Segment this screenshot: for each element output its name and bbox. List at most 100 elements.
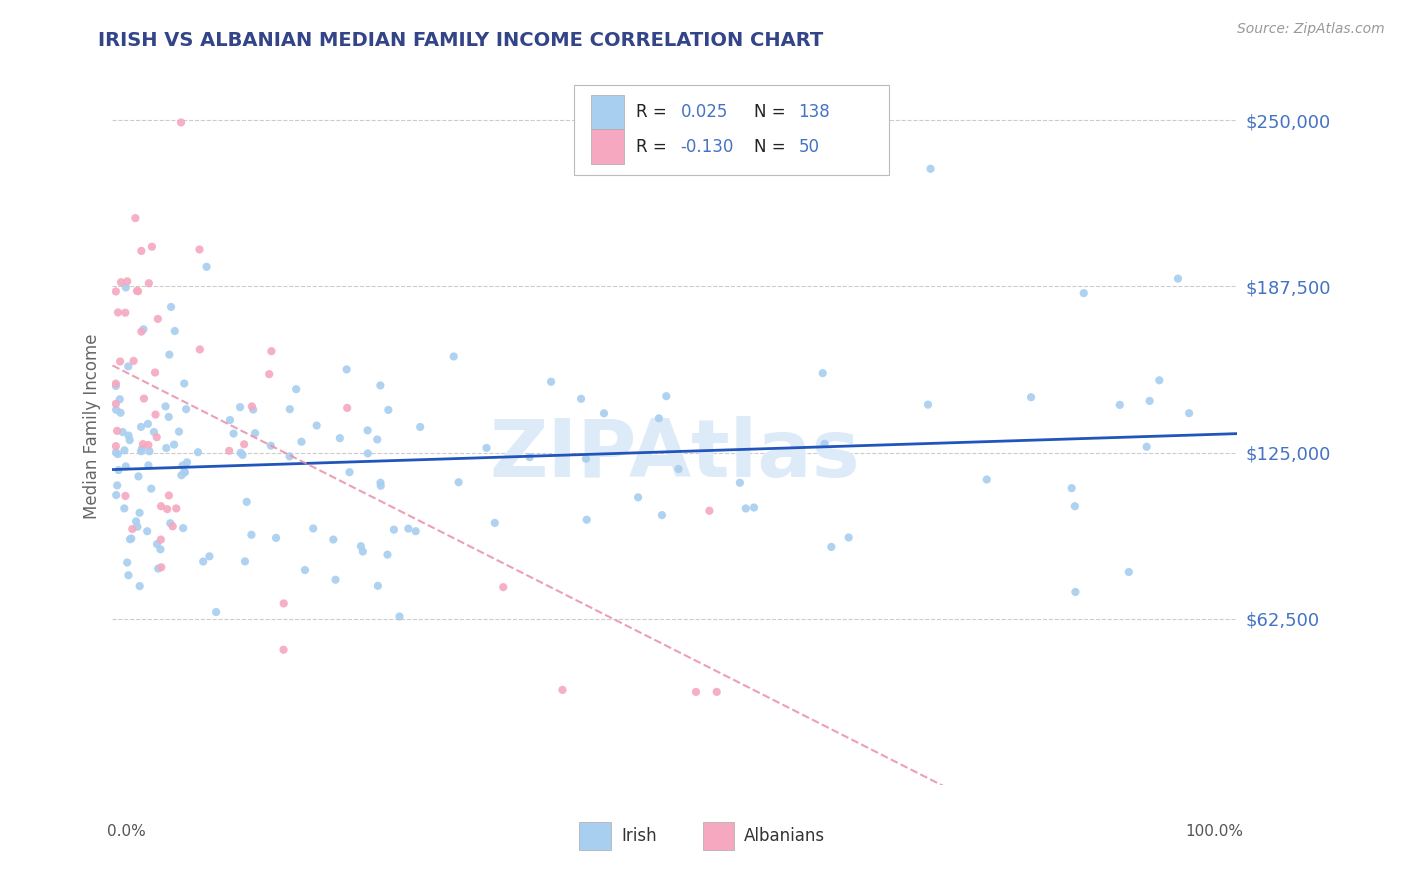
FancyBboxPatch shape xyxy=(574,85,889,175)
Point xyxy=(367,579,389,593)
Point xyxy=(405,524,427,539)
Point xyxy=(118,433,141,447)
Point xyxy=(132,437,155,451)
Point xyxy=(170,115,193,129)
Point xyxy=(575,451,598,466)
Point xyxy=(162,519,184,533)
Point xyxy=(173,376,195,391)
Point xyxy=(685,685,707,699)
Point xyxy=(1108,398,1130,412)
Point xyxy=(104,379,127,393)
Point xyxy=(257,367,280,381)
Point xyxy=(1064,585,1087,599)
Text: ZIPAtlas: ZIPAtlas xyxy=(489,416,860,493)
Point xyxy=(668,462,690,476)
Point xyxy=(131,244,153,258)
Point xyxy=(976,473,998,487)
Point xyxy=(290,434,312,449)
Point xyxy=(138,277,160,291)
Point xyxy=(170,468,193,483)
Point xyxy=(322,533,344,547)
Point xyxy=(146,311,169,326)
Point xyxy=(370,479,392,493)
Point xyxy=(285,382,308,396)
Point xyxy=(205,605,228,619)
Point xyxy=(149,533,172,547)
Text: 50: 50 xyxy=(799,137,820,155)
Point xyxy=(104,397,127,411)
Point xyxy=(176,455,198,469)
Point xyxy=(127,469,149,483)
Point xyxy=(146,537,169,551)
Point xyxy=(107,305,129,319)
Point xyxy=(117,568,139,582)
Point xyxy=(114,489,136,503)
Point xyxy=(1073,286,1095,301)
Point xyxy=(122,354,145,368)
Point xyxy=(165,501,187,516)
Point xyxy=(160,300,183,314)
Point xyxy=(396,522,419,536)
Point xyxy=(699,504,721,518)
Point xyxy=(336,362,359,376)
Point xyxy=(128,579,150,593)
Point xyxy=(105,478,128,492)
Point xyxy=(111,425,134,439)
Point xyxy=(388,609,411,624)
FancyBboxPatch shape xyxy=(579,822,610,849)
Text: Irish: Irish xyxy=(621,827,657,845)
Point xyxy=(1178,406,1201,420)
Point xyxy=(409,420,432,434)
Point xyxy=(129,420,152,434)
Point xyxy=(132,322,155,336)
Point xyxy=(125,284,148,298)
Text: R =: R = xyxy=(636,137,672,155)
Point xyxy=(112,501,135,516)
Point xyxy=(104,285,127,299)
Text: 0.0%: 0.0% xyxy=(107,824,146,839)
Point xyxy=(107,447,129,461)
Point xyxy=(1139,393,1161,408)
Point xyxy=(218,443,240,458)
Point xyxy=(377,548,399,562)
Point xyxy=(146,561,169,575)
Point xyxy=(110,275,132,289)
Point xyxy=(107,463,129,477)
Point xyxy=(229,400,252,414)
Point xyxy=(138,458,160,473)
Point xyxy=(1167,271,1189,285)
Point xyxy=(492,580,515,594)
Text: N =: N = xyxy=(754,137,790,155)
Point xyxy=(157,488,180,502)
Point xyxy=(728,475,751,490)
Point xyxy=(108,392,131,407)
Point xyxy=(188,343,211,357)
Point xyxy=(105,424,128,438)
Text: 0.025: 0.025 xyxy=(681,103,728,121)
Point xyxy=(150,560,173,574)
Point xyxy=(260,344,283,359)
Point xyxy=(114,280,136,294)
Text: IRISH VS ALBANIAN MEDIAN FAMILY INCOME CORRELATION CHART: IRISH VS ALBANIAN MEDIAN FAMILY INCOME C… xyxy=(98,31,824,50)
FancyBboxPatch shape xyxy=(703,822,734,849)
Point xyxy=(350,539,373,553)
Point xyxy=(264,531,287,545)
Point xyxy=(188,243,211,257)
Point xyxy=(336,401,359,415)
Point xyxy=(110,406,132,420)
Y-axis label: Median Family Income: Median Family Income xyxy=(83,334,101,518)
Point xyxy=(1063,499,1085,513)
Point xyxy=(117,274,139,288)
Point xyxy=(120,532,142,546)
Point xyxy=(222,426,245,441)
Point xyxy=(229,446,252,460)
Point xyxy=(131,442,153,456)
Point xyxy=(172,521,194,535)
Point xyxy=(484,516,506,530)
Point xyxy=(142,425,165,439)
Point xyxy=(593,406,616,420)
Text: Source: ZipAtlas.com: Source: ZipAtlas.com xyxy=(1237,22,1385,37)
Point xyxy=(447,475,470,490)
Point xyxy=(174,402,197,417)
Point xyxy=(370,378,392,392)
